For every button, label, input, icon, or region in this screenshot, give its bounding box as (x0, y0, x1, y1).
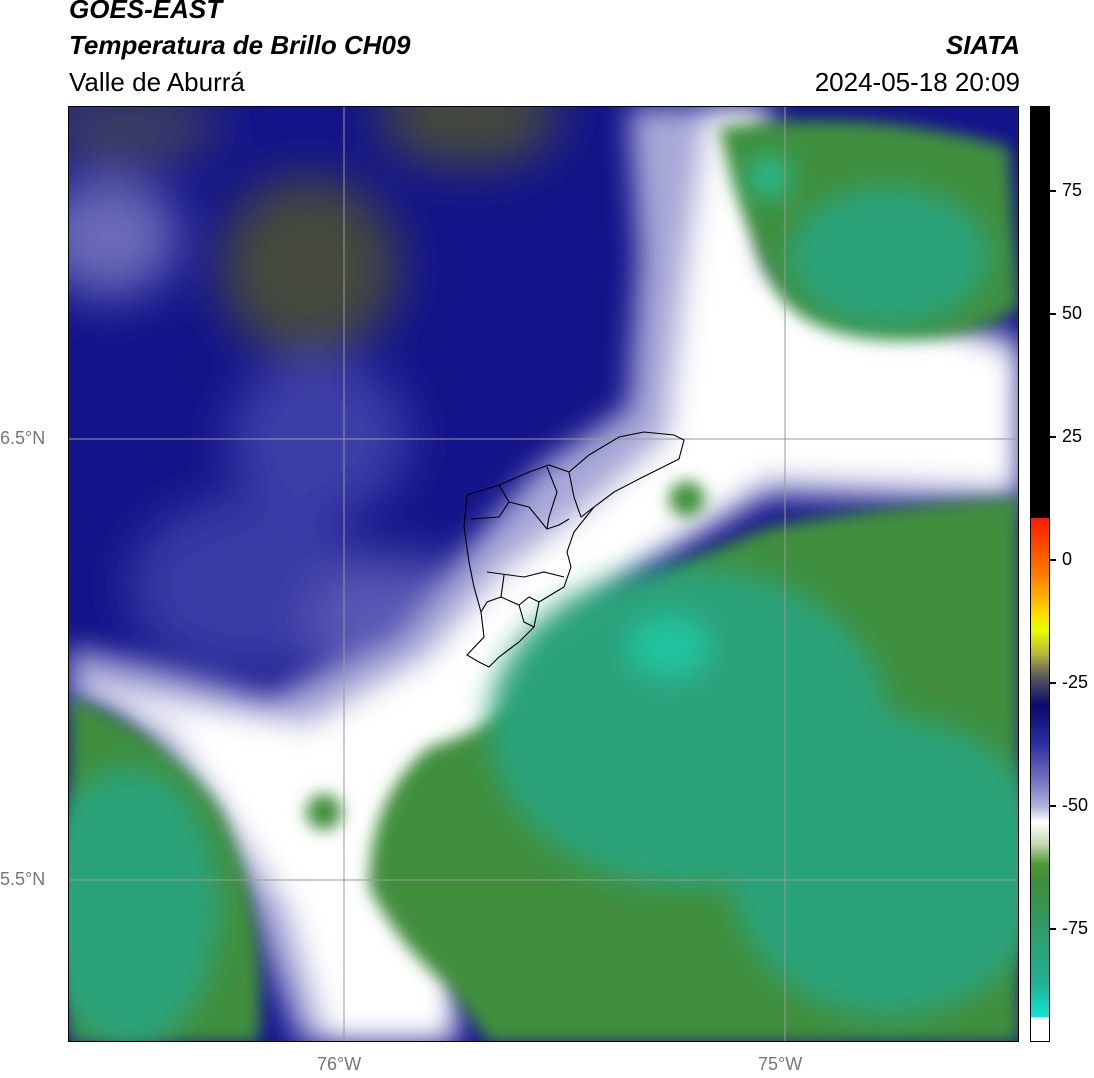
region-label: Valle de Aburrá (69, 67, 245, 97)
colorbar-tick-mark (1050, 190, 1056, 192)
colorbar-tick-label: -75 (1062, 918, 1089, 938)
satellite-title: GOES-EAST (69, 0, 223, 24)
colorbar-tick-mark (1050, 682, 1056, 684)
brightness-temperature-map (68, 106, 1019, 1042)
lon-label-75: 75°W (758, 1054, 803, 1074)
lat-label-5-5: 5.5°N (0, 869, 46, 889)
colorbar-tick-label: 25 (1062, 426, 1083, 446)
colorbar-tick-mark (1050, 928, 1056, 930)
colorbar-tick-mark (1050, 559, 1056, 561)
lat-label-6-5: 6.5°N (0, 428, 46, 448)
colorbar-tick-label: -25 (1062, 672, 1089, 692)
colorbar-tick-mark (1050, 805, 1056, 807)
aburra-valley-boundaries (463, 431, 685, 668)
colorbar-tick-label: 50 (1062, 303, 1083, 323)
colorbar-tick-mark (1050, 313, 1056, 315)
product-title: Temperatura de Brillo CH09 (69, 30, 411, 60)
colorbar (1030, 106, 1050, 1042)
colorbar-tick-mark (1050, 436, 1056, 438)
agency-label: SIATA (945, 30, 1020, 60)
lon-label-76: 76°W (317, 1054, 362, 1074)
colorbar-tick-label: -50 (1062, 795, 1089, 815)
datetime-label: 2024-05-18 20:09 (814, 67, 1020, 97)
colorbar-tick-label: 0 (1062, 549, 1073, 569)
colorbar-tick-label: 75 (1062, 180, 1083, 200)
